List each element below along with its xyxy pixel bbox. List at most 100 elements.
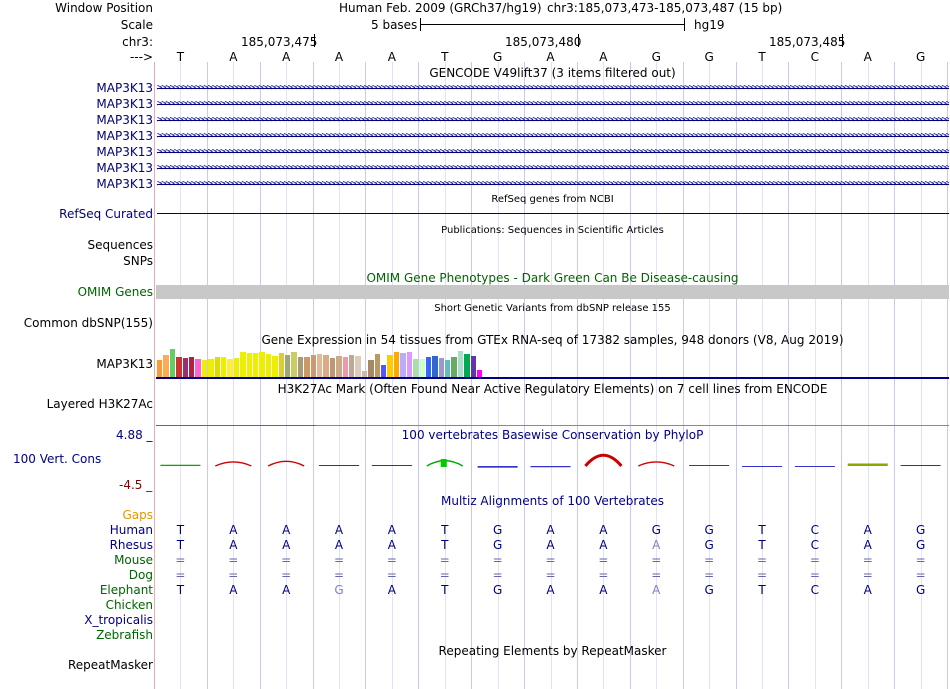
gtex-tissue-bar[interactable] (464, 354, 470, 377)
gencode-track-title[interactable]: GENCODE V49lift37 (3 items filtered out) (429, 66, 676, 80)
gtex-tissue-bar[interactable] (393, 352, 400, 377)
gtex-tissue-bar[interactable] (214, 357, 220, 377)
gtex-tissue-bar[interactable] (163, 355, 169, 377)
pubs-sequences-label[interactable]: Sequences (87, 238, 153, 252)
refseq-gene-line[interactable] (157, 213, 949, 214)
multiz-gaps-label[interactable]: Gaps (122, 508, 153, 522)
gencode-gene-label[interactable]: MAP3K13 (96, 145, 153, 159)
repeatmasker-label[interactable]: RepeatMasker (67, 658, 153, 672)
gencode-gene-label[interactable]: MAP3K13 (96, 113, 153, 127)
pubs-track-title[interactable]: Publications: Sequences in Scientific Ar… (441, 225, 664, 236)
multiz-species-label[interactable]: Human (109, 523, 153, 537)
gtex-tissue-bar[interactable] (400, 353, 406, 377)
gtex-tissue-bar[interactable] (182, 358, 188, 377)
gtex-tissue-bar[interactable] (361, 371, 368, 377)
gtex-tissue-bar[interactable] (438, 358, 444, 377)
gtex-tissue-bar[interactable] (169, 349, 176, 377)
gtex-tissue-bar[interactable] (291, 352, 297, 377)
h3k27ac-label[interactable]: Layered H3K27Ac (46, 397, 153, 411)
dbsnp-label[interactable]: Common dbSNP(155) (23, 316, 153, 330)
gtex-tissue-bar[interactable] (445, 360, 451, 377)
gtex-tissue-bar[interactable] (285, 355, 291, 377)
pubs-snps-label[interactable]: SNPs (123, 254, 153, 268)
gtex-tissue-bar[interactable] (246, 353, 252, 377)
gencode-gene-model[interactable]: >>>>>>>>>>>>>>>>>>>>>>>>>>>>>>>>>>>>>>>>… (157, 179, 949, 189)
gtex-tissue-bar[interactable] (253, 353, 259, 377)
gtex-tissue-bar[interactable] (355, 356, 361, 377)
dbsnp-track-title[interactable]: Short Genetic Variants from dbSNP releas… (434, 303, 671, 314)
gencode-gene-label[interactable]: MAP3K13 (96, 161, 153, 175)
gtex-tissue-bar[interactable] (406, 352, 412, 377)
gencode-gene-model[interactable]: >>>>>>>>>>>>>>>>>>>>>>>>>>>>>>>>>>>>>>>>… (157, 99, 949, 109)
gtex-tissue-bar[interactable] (477, 370, 483, 377)
gencode-gene-label[interactable]: MAP3K13 (96, 81, 153, 95)
gtex-tissue-bar[interactable] (329, 358, 336, 377)
refseq-track-title[interactable]: RefSeq genes from NCBI (491, 194, 614, 205)
multiz-species-label[interactable]: Elephant (99, 583, 153, 597)
gtex-tissue-bar[interactable] (419, 359, 425, 377)
gtex-tissue-bar[interactable] (189, 357, 195, 377)
gtex-tissue-bar[interactable] (451, 357, 457, 377)
gencode-gene-model[interactable]: >>>>>>>>>>>>>>>>>>>>>>>>>>>>>>>>>>>>>>>>… (157, 147, 949, 157)
omim-label[interactable]: OMIM Genes (77, 285, 153, 299)
multiz-species-label[interactable]: X_tropicalis (84, 613, 153, 627)
gtex-tissue-bar[interactable] (233, 358, 240, 377)
gtex-label[interactable]: MAP3K13 (96, 357, 153, 371)
multiz-base: G (704, 523, 714, 537)
phylop-chart[interactable] (156, 445, 949, 485)
gencode-gene-model[interactable]: >>>>>>>>>>>>>>>>>>>>>>>>>>>>>>>>>>>>>>>>… (157, 83, 949, 93)
gtex-tissue-bar[interactable] (374, 354, 380, 377)
refseq-label[interactable]: RefSeq Curated (59, 207, 153, 221)
gtex-tissue-bar[interactable] (349, 355, 355, 377)
multiz-species-label[interactable]: Chicken (105, 598, 153, 612)
multiz-species-label[interactable]: Mouse (114, 553, 153, 567)
phylop-label[interactable]: 100 Vert. Cons (13, 452, 102, 466)
gtex-tissue-bar[interactable] (272, 356, 278, 377)
phylop-track-title[interactable]: 100 vertebrates Basewise Conservation by… (401, 428, 704, 442)
gtex-tissue-bar[interactable] (368, 360, 374, 377)
gtex-tissue-bar[interactable] (425, 357, 432, 377)
omim-gene-bar[interactable] (156, 285, 949, 299)
gtex-tissue-bar[interactable] (432, 356, 438, 377)
gtex-tissue-bar[interactable] (195, 359, 201, 377)
gtex-tissue-bar[interactable] (157, 360, 163, 377)
omim-track-title[interactable]: OMIM Gene Phenotypes - Dark Green Can Be… (366, 271, 739, 285)
gtex-tissue-bar[interactable] (457, 351, 464, 377)
gtex-tissue-bar[interactable] (176, 357, 182, 377)
gencode-gene-model[interactable]: >>>>>>>>>>>>>>>>>>>>>>>>>>>>>>>>>>>>>>>>… (157, 115, 949, 125)
gencode-gene-label[interactable]: MAP3K13 (96, 177, 153, 191)
gtex-tissue-bar[interactable] (221, 357, 227, 377)
multiz-species-label[interactable]: Zebrafish (96, 628, 153, 642)
gtex-tissue-bar[interactable] (265, 354, 272, 377)
gtex-tissue-bar[interactable] (259, 352, 265, 377)
gtex-tissue-bar[interactable] (227, 359, 233, 377)
gencode-gene-label[interactable]: MAP3K13 (96, 129, 153, 143)
h3k27ac-track-title[interactable]: H3K27Ac Mark (Often Found Near Active Re… (277, 382, 828, 396)
reference-base: G (704, 50, 714, 64)
multiz-base: = (175, 568, 186, 582)
multiz-track-title[interactable]: Multiz Alignments of 100 Vertebrates (440, 494, 665, 508)
gencode-gene-label[interactable]: MAP3K13 (96, 97, 153, 111)
gtex-tissue-bar[interactable] (201, 360, 208, 377)
gtex-track-title[interactable]: Gene Expression in 54 tissues from GTEx … (261, 333, 844, 347)
multiz-species-label[interactable]: Dog (128, 568, 153, 582)
scale-db: hg19 (694, 18, 725, 32)
gtex-tissue-bar[interactable] (310, 355, 316, 377)
gtex-tissue-bar[interactable] (470, 356, 476, 377)
gtex-tissue-bar[interactable] (240, 352, 246, 377)
gtex-tissue-bar[interactable] (381, 365, 387, 377)
gencode-gene-model[interactable]: >>>>>>>>>>>>>>>>>>>>>>>>>>>>>>>>>>>>>>>>… (157, 163, 949, 173)
gtex-tissue-bar[interactable] (387, 355, 393, 377)
gtex-tissue-bar[interactable] (323, 355, 329, 377)
gtex-tissue-bar[interactable] (304, 357, 310, 377)
gtex-tissue-bar[interactable] (297, 357, 304, 377)
multiz-species-label[interactable]: Rhesus (109, 538, 153, 552)
repeatmasker-track-title[interactable]: Repeating Elements by RepeatMasker (438, 644, 667, 658)
gtex-tissue-bar[interactable] (342, 357, 348, 377)
gencode-gene-model[interactable]: >>>>>>>>>>>>>>>>>>>>>>>>>>>>>>>>>>>>>>>>… (157, 131, 949, 141)
gtex-tissue-bar[interactable] (278, 353, 284, 377)
gtex-tissue-bar[interactable] (208, 359, 214, 377)
gtex-tissue-bar[interactable] (413, 359, 419, 377)
gtex-tissue-bar[interactable] (336, 356, 342, 377)
gtex-tissue-bar[interactable] (317, 354, 323, 377)
